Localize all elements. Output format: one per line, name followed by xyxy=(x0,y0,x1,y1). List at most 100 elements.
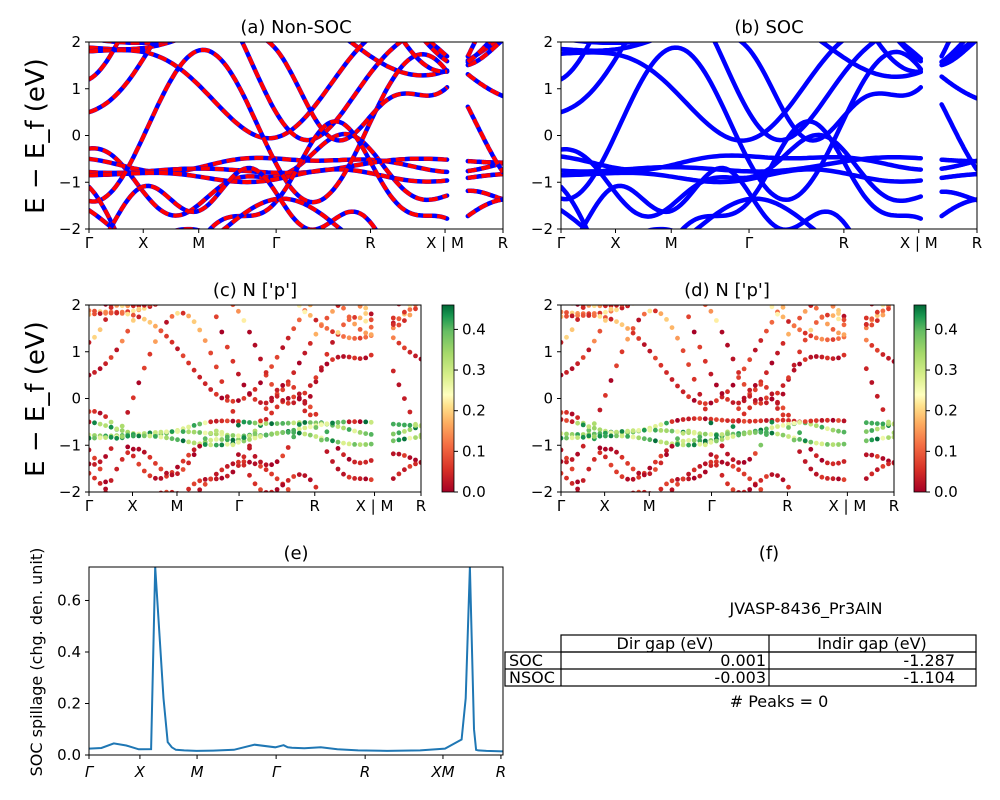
band-point xyxy=(780,391,786,397)
band-point xyxy=(390,431,396,437)
band-point xyxy=(269,489,274,492)
band-point xyxy=(863,420,869,426)
band-point xyxy=(336,517,341,522)
band-point xyxy=(114,242,119,247)
band-point xyxy=(597,314,603,319)
band-line-spin-down xyxy=(89,42,404,143)
band-point xyxy=(175,464,180,470)
band-point xyxy=(130,446,136,452)
band-point xyxy=(874,313,880,318)
band-point xyxy=(324,351,330,357)
band-point xyxy=(769,396,775,402)
band-line-bands xyxy=(939,171,977,181)
band-point xyxy=(297,261,302,266)
band-point xyxy=(697,438,703,444)
band-point xyxy=(219,379,225,384)
band-point xyxy=(119,305,125,309)
band-point xyxy=(347,544,352,549)
band-point xyxy=(764,328,769,334)
band-point xyxy=(291,370,297,376)
band-point xyxy=(92,370,97,375)
band-point xyxy=(314,297,319,302)
band-point xyxy=(752,347,758,353)
band-point xyxy=(758,478,764,483)
band-point xyxy=(680,389,686,395)
band-point xyxy=(598,533,603,538)
band-point xyxy=(208,437,214,443)
band-point xyxy=(647,308,653,314)
band-point xyxy=(708,420,714,426)
band-point xyxy=(192,281,197,286)
band-point xyxy=(791,362,797,368)
band-point xyxy=(402,318,407,323)
band-point xyxy=(302,309,308,315)
band-point xyxy=(302,425,308,431)
band-point xyxy=(842,282,847,287)
band-point xyxy=(125,444,131,450)
band-point xyxy=(570,502,575,507)
band-point xyxy=(625,492,630,497)
band-point xyxy=(792,514,797,519)
band-point xyxy=(147,454,153,460)
band-point xyxy=(813,354,819,359)
band-point xyxy=(725,451,730,457)
band-point xyxy=(575,508,580,513)
band-point xyxy=(219,467,225,473)
band-point xyxy=(669,419,675,424)
band-point xyxy=(92,278,97,283)
band-point xyxy=(836,355,841,361)
band-point xyxy=(697,434,703,440)
band-point xyxy=(664,200,669,205)
band-point xyxy=(675,429,680,434)
band-point xyxy=(752,387,758,393)
band-point xyxy=(396,437,402,443)
band-point xyxy=(390,421,396,427)
band-point xyxy=(413,306,418,312)
band-point xyxy=(702,442,708,448)
panel-d-points xyxy=(561,200,897,568)
band-point xyxy=(89,308,92,313)
band-point xyxy=(125,410,131,415)
band-point xyxy=(747,563,752,568)
band-point xyxy=(208,476,214,482)
band-point xyxy=(886,263,891,268)
band-point xyxy=(836,316,841,322)
band-point xyxy=(814,298,819,303)
band-point xyxy=(664,481,669,487)
band-point xyxy=(869,452,875,458)
band-point xyxy=(819,418,825,423)
band-point xyxy=(136,380,142,386)
band-point xyxy=(407,455,413,460)
ytick-label: 0.2 xyxy=(57,694,81,712)
band-line-spin-down xyxy=(107,165,378,229)
band-point xyxy=(631,252,636,257)
band-point xyxy=(603,454,608,460)
band-line-bands xyxy=(942,19,977,40)
band-point xyxy=(880,435,886,441)
band-point xyxy=(397,508,402,513)
band-point xyxy=(89,372,92,378)
band-point xyxy=(670,279,675,284)
band-point xyxy=(324,421,330,427)
band-point xyxy=(418,432,421,438)
band-point xyxy=(419,298,424,303)
band-point xyxy=(103,435,108,440)
band-point xyxy=(764,385,769,390)
xtick-label: R xyxy=(365,234,375,252)
band-point xyxy=(236,433,241,439)
band-point xyxy=(769,430,775,436)
band-point xyxy=(892,255,897,260)
band-point xyxy=(669,325,675,330)
band-point xyxy=(258,487,263,492)
band-point xyxy=(797,437,802,442)
band-point xyxy=(125,450,131,456)
band-point xyxy=(780,412,786,418)
band-point xyxy=(753,562,758,567)
band-point xyxy=(336,288,341,293)
band-point xyxy=(280,453,286,459)
band-point xyxy=(597,445,603,451)
band-point xyxy=(252,397,258,402)
ytick-label: 0 xyxy=(71,390,81,408)
band-point xyxy=(797,327,802,333)
band-point xyxy=(307,477,313,483)
